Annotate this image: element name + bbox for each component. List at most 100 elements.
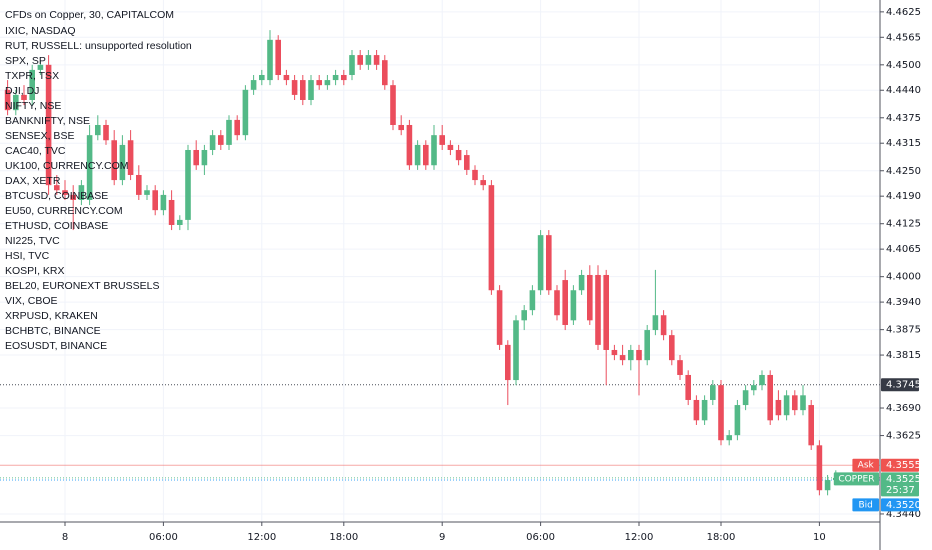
candle-body [587, 274, 593, 321]
candle-body [734, 405, 741, 436]
legend-entry: HSI, TVC [5, 250, 50, 262]
candle-body [496, 290, 503, 345]
countdown: 25:37 [886, 485, 915, 496]
legend-entry: BEL20, EURONEXT BRUSSELS [5, 280, 159, 292]
candle-body [21, 94, 27, 100]
price-tag-label: 4.3525 [886, 474, 921, 485]
candle-body [45, 64, 52, 186]
legend: CFDs on Copper, 30, CAPITALCOM IXIC, NAS… [5, 9, 192, 352]
candle-body [259, 74, 265, 81]
y-tick-label: 4.4000 [886, 272, 921, 283]
candle-body [455, 149, 462, 161]
candle-body [300, 80, 306, 100]
legend-entry: XRPUSD, KRAKEN [5, 310, 98, 322]
legend-entry: KOSPI, KRX [5, 265, 65, 277]
legend-entry: EU50, CURRENCY.COM [5, 205, 123, 217]
candle-body [431, 135, 437, 166]
y-tick-label: 4.4625 [886, 7, 921, 18]
candle-body [332, 74, 339, 81]
candle-body [324, 80, 331, 86]
chart-title: CFDs on Copper, 30, CAPITALCOM [5, 9, 174, 21]
price-tag-label: 4.3745 [886, 380, 921, 391]
candles [4, 30, 839, 496]
candle-body [669, 335, 675, 361]
price-tag-label: 4.3520 [886, 500, 921, 511]
legend-entry: TXPR, TSX [5, 70, 59, 82]
candle-body [201, 149, 208, 166]
legend-entry: IXIC, NASDAQ [5, 25, 76, 37]
candle-body [775, 399, 782, 416]
candle-body [751, 385, 757, 391]
y-tick-label: 4.3690 [886, 403, 921, 414]
y-tick-label: 4.4250 [886, 166, 921, 177]
y-tick-label: 4.3875 [886, 325, 921, 336]
y-tick-label: 4.4065 [886, 244, 921, 255]
candle-body [177, 219, 183, 225]
x-tick-label: 12:00 [625, 532, 654, 543]
candle-body [480, 180, 486, 186]
y-tick-label: 4.4500 [886, 60, 921, 71]
candle-body [447, 144, 454, 150]
candle-body [595, 274, 601, 345]
y-tick-label: 4.3625 [886, 431, 921, 442]
candle-body [660, 315, 667, 336]
candle-body [250, 80, 257, 90]
candle-body [54, 185, 60, 191]
price-lines [0, 384, 880, 481]
candle-body [636, 349, 642, 361]
candle-body [357, 55, 363, 65]
axes: 4.4625 4.4565 4.4500 4.4440 4.4375 4.4315 4.42… [62, 7, 921, 543]
candle-body [283, 74, 290, 81]
candle-body [78, 185, 85, 200]
candle-body [472, 169, 478, 181]
name-tag-label: COPPER [838, 474, 874, 484]
candle-body [119, 144, 126, 181]
name-tag [833, 472, 879, 486]
candle-body [464, 155, 470, 170]
candle-body [267, 39, 273, 81]
candle-body [218, 135, 224, 145]
candle-body [537, 235, 544, 291]
candle-body [382, 60, 388, 86]
legend-entry: SENSEX, BSE [5, 130, 74, 142]
y-tick-label: 4.3440 [886, 509, 921, 520]
legend-entry: DAX, XETR [5, 175, 61, 187]
candle-body [554, 290, 560, 316]
candle-body [4, 89, 11, 111]
legend-entry: CAC40, TVC [5, 145, 66, 157]
legend-entry: SPX, SP [5, 55, 46, 67]
y-tick-label: 4.4375 [886, 113, 921, 124]
candle-body [628, 349, 634, 361]
candle-body [95, 124, 101, 136]
candle-body [414, 144, 421, 166]
price-tag [881, 498, 919, 512]
candle-body [685, 374, 691, 400]
candle-body [677, 360, 683, 375]
candle-body [824, 480, 831, 491]
candle-body [275, 39, 281, 75]
candle-body [783, 395, 790, 416]
candle-body [710, 385, 716, 400]
candle-body [800, 395, 806, 411]
candle-body [759, 374, 765, 386]
candle-body [611, 349, 618, 356]
candle-body [652, 315, 659, 331]
candle-body [193, 149, 199, 166]
candle-body [209, 135, 216, 150]
candle-body [390, 85, 396, 125]
x-tick-label: 10 [813, 532, 826, 543]
candle-body [168, 199, 175, 225]
y-tick-label: 4.4565 [886, 32, 921, 43]
x-tick-label: 12:00 [247, 532, 276, 543]
legend-entry: ETHUSD, COINBASE [5, 220, 108, 232]
y-tick-label: 4.4440 [886, 85, 921, 96]
candle-body [513, 320, 519, 381]
price-tag [881, 458, 919, 472]
candle-body [505, 344, 511, 381]
candle-body [316, 80, 322, 86]
candle-body [37, 64, 44, 70]
candle-body [767, 374, 773, 421]
candle-body [226, 119, 232, 145]
